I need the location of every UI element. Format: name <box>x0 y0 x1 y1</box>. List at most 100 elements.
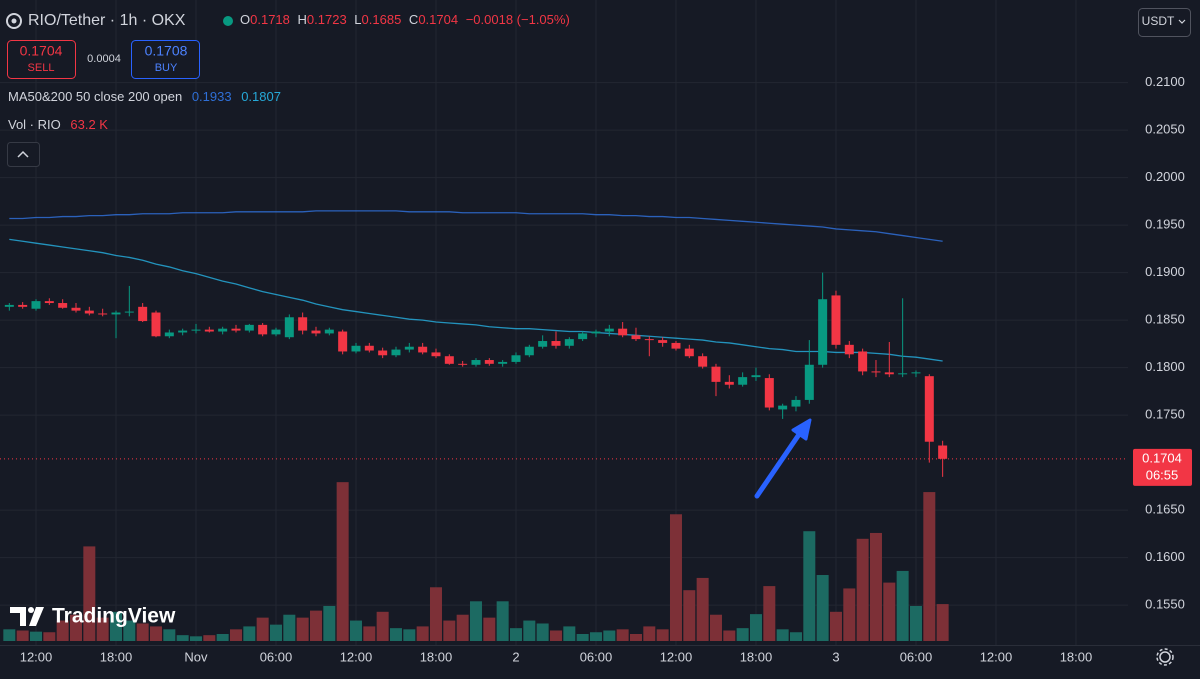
volume-bar <box>563 626 576 641</box>
volume-bar <box>803 531 816 641</box>
candle-body <box>271 329 281 335</box>
candle-body <box>884 372 894 375</box>
candle-body <box>524 346 534 356</box>
volume-bar <box>149 626 162 641</box>
volume-bar <box>603 630 616 641</box>
volume-bar <box>176 635 189 641</box>
watermark-logo <box>10 607 44 626</box>
volume-bar <box>269 624 282 641</box>
candle-body <box>151 312 161 337</box>
symbol-icon <box>6 13 22 29</box>
candle-layer <box>0 272 1128 477</box>
annotation-arrow <box>754 430 803 499</box>
volume-bar <box>309 610 322 641</box>
volume-bar <box>789 632 802 641</box>
candle-body <box>764 378 774 408</box>
volume-bar <box>3 629 16 641</box>
x-tick-label: 2 <box>512 649 519 664</box>
candle-body <box>938 445 948 459</box>
candle-body <box>698 356 708 367</box>
legend-label: C <box>409 12 418 27</box>
volume-bar <box>483 617 496 641</box>
volume-bar <box>389 628 402 641</box>
volume-bar <box>909 605 922 641</box>
candle-body <box>484 360 494 364</box>
volume-bar <box>469 601 482 641</box>
candle-body <box>84 310 94 314</box>
volume-value: 63.2 K <box>70 117 108 132</box>
candle-body <box>644 339 654 341</box>
candle-body <box>244 324 254 331</box>
collapse-button[interactable] <box>7 142 40 167</box>
volume-bar <box>203 635 216 641</box>
sell-button[interactable] <box>7 40 76 79</box>
candle-body <box>404 346 414 350</box>
chart-title[interactable]: RIO/Tether · 1h · OKX <box>28 12 186 29</box>
candle-body <box>791 399 801 407</box>
candle-body <box>418 346 428 353</box>
indicator-legend: MA50&200 50 close 200 open 0.1933 0.1807 <box>8 89 281 104</box>
volume-legend: Vol · RIO 63.2 K <box>8 117 108 132</box>
volume-bar <box>456 614 469 641</box>
buy-button[interactable] <box>131 40 200 79</box>
volume-bar <box>96 617 109 641</box>
candle-body <box>564 339 574 346</box>
legend-value: 0.1685 <box>362 12 402 27</box>
volume-bar <box>136 623 149 641</box>
volume-bar <box>83 546 96 641</box>
volume-bar <box>843 588 856 641</box>
y-tick-label: 0.2000 <box>1145 169 1185 184</box>
volume-bar <box>509 628 522 641</box>
legend-value: 0.1718 <box>250 12 290 27</box>
candle-body <box>4 304 14 307</box>
candle-body <box>924 376 934 442</box>
volume-bar <box>16 630 29 641</box>
volume-bar <box>629 633 642 641</box>
candle-body <box>391 349 401 356</box>
candle-body <box>818 299 828 365</box>
legend-label: L <box>354 12 361 27</box>
volume-bar <box>536 623 549 641</box>
x-tick-label: 3 <box>832 649 839 664</box>
volume-bar <box>163 629 176 641</box>
x-tick-label: 18:00 <box>740 649 773 664</box>
logo-part <box>10 607 26 626</box>
buy-label: BUY <box>155 62 178 74</box>
currency-selector[interactable] <box>1138 8 1191 37</box>
candle-body <box>284 317 294 338</box>
volume-bar <box>349 620 362 641</box>
volume-bar <box>763 586 776 641</box>
volume-bar <box>669 514 682 641</box>
volume-bar <box>896 570 909 641</box>
candle-body <box>444 356 454 364</box>
candle-body <box>364 345 374 351</box>
candle-body <box>231 328 241 331</box>
countdown: 06:55 <box>1146 467 1179 482</box>
candle-body <box>871 371 881 373</box>
candle-body <box>191 329 201 331</box>
settings-icon[interactable] <box>1159 651 1171 663</box>
last-price-label: 0.1704 <box>1142 450 1182 465</box>
x-tick-label: 18:00 <box>100 649 133 664</box>
volume-bar <box>656 629 669 641</box>
volume-bar <box>589 632 602 641</box>
y-tick-label: 0.2100 <box>1145 74 1185 89</box>
y-tick-label: 0.1900 <box>1145 264 1185 279</box>
y-tick-label: 0.1750 <box>1145 407 1185 422</box>
change: −0.0018 (−1.05%) <box>466 12 570 27</box>
candle-body <box>591 331 601 334</box>
candle-body <box>498 361 508 364</box>
x-tick-label: 18:00 <box>420 649 453 664</box>
candle-body <box>298 317 308 331</box>
volume-bar <box>523 620 536 641</box>
candle-body <box>338 331 348 352</box>
ma50-value: 0.1807 <box>241 89 281 104</box>
candle-body <box>711 366 721 382</box>
candle-body <box>111 312 121 315</box>
volume-bar <box>696 577 709 641</box>
logo-part <box>28 607 34 613</box>
ma200-value: 0.1933 <box>192 89 232 104</box>
candle-body <box>618 328 628 336</box>
legend-value: 0.1723 <box>307 12 347 27</box>
